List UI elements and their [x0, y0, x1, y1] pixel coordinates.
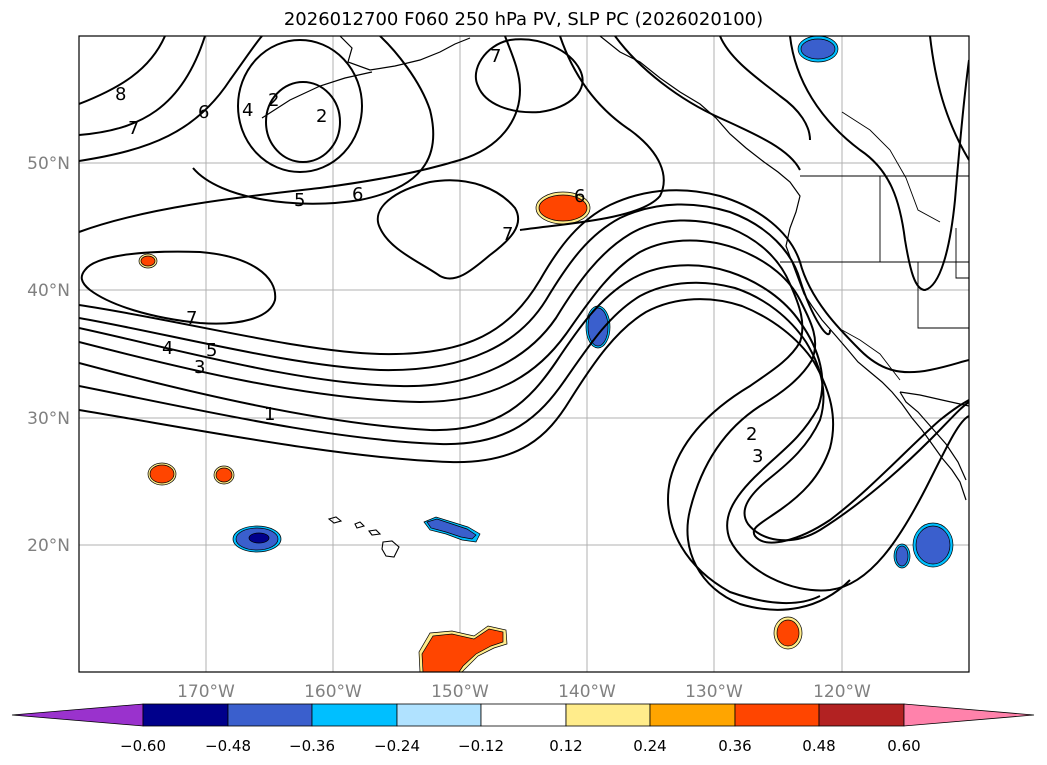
- colorbar-tick-labels: −0.60 −0.48 −0.36 −0.24 −0.12 0.12 0.24 …: [120, 737, 921, 755]
- contour-label-4: 4: [162, 338, 173, 359]
- colorbar-tick-label: 0.12: [549, 737, 582, 755]
- colorbar-tick-label: −0.12: [458, 737, 504, 755]
- colorbar-segment: [734, 703, 820, 727]
- colorbar-tick-label: −0.48: [205, 737, 251, 755]
- colorbar-segment: [649, 703, 736, 727]
- lon-tick-label: 140°W: [558, 682, 616, 702]
- contour-label-6: 6: [198, 102, 209, 123]
- lat-tick-label: 20°N: [27, 536, 70, 556]
- colorbar-segment: [818, 703, 905, 727]
- contour-label-7: 7: [128, 118, 139, 139]
- lon-tick-label: 160°W: [304, 682, 362, 702]
- hawaii-islands: [327, 516, 400, 558]
- colorbar-segment: [227, 703, 313, 727]
- lon-tick-label: 120°W: [813, 682, 871, 702]
- lat-tick-labels: 50°N 40°N 30°N 20°N: [27, 154, 70, 556]
- slp-contours: [79, 36, 969, 611]
- contour-label-7: 7: [490, 46, 501, 67]
- contour-label-8: 8: [115, 84, 126, 105]
- colorbar-segment: [903, 703, 1035, 727]
- colorbar-tick-label: −0.24: [374, 737, 420, 755]
- colorbar-tick-label: −0.60: [120, 737, 166, 755]
- coastline: [261, 36, 969, 501]
- contour-label-5: 5: [206, 340, 217, 361]
- colorbar: [11, 703, 1035, 727]
- colorbar-tick-label: −0.36: [289, 737, 335, 755]
- contour-label-4: 4: [242, 100, 253, 121]
- lat-tick-label: 40°N: [27, 281, 70, 301]
- lon-tick-label: 150°W: [431, 682, 489, 702]
- contour-label-6: 6: [574, 186, 585, 207]
- gridlines: [79, 36, 969, 672]
- contour-label-2: 2: [746, 424, 757, 445]
- borders: [780, 111, 969, 381]
- contour-label-6: 6: [352, 184, 363, 205]
- contour-label-7: 7: [502, 224, 513, 245]
- contour-label-7: 7: [186, 308, 197, 329]
- lon-tick-label: 130°W: [685, 682, 743, 702]
- contour-label-1: 1: [264, 404, 275, 425]
- colorbar-segment: [480, 703, 567, 727]
- lat-tick-label: 30°N: [27, 409, 70, 429]
- contour-label-2: 2: [268, 90, 279, 111]
- colorbar-tick-label: 0.60: [887, 737, 920, 755]
- colorbar-tick-label: 0.24: [633, 737, 666, 755]
- colorbar-tick-label: 0.36: [718, 737, 751, 755]
- map-title: 2026012700 F060 250 hPa PV, SLP PC (2026…: [283, 9, 764, 30]
- pv-negative-shading: [232, 36, 954, 569]
- contour-labels: 8 7 6 4 2 2 7 5 6 7 6 7 4 5 3 1 2 3: [115, 46, 763, 467]
- colorbar-segment: [396, 703, 482, 727]
- pv-positive-shading: [138, 191, 803, 672]
- colorbar-tick-label: 0.48: [802, 737, 835, 755]
- colorbar-segment: [142, 703, 229, 727]
- plot-frame: [78, 35, 970, 673]
- lat-tick-label: 50°N: [27, 154, 70, 174]
- colorbar-segment: [11, 703, 144, 727]
- contour-label-5: 5: [294, 190, 305, 211]
- lon-tick-labels: 170°W 160°W 150°W 140°W 130°W 120°W: [177, 682, 871, 702]
- lon-tick-label: 170°W: [177, 682, 235, 702]
- contour-label-3: 3: [194, 357, 205, 378]
- colorbar-segment: [565, 703, 651, 727]
- colorbar-segment: [311, 703, 398, 727]
- contour-label-2: 2: [316, 106, 327, 127]
- contour-label-3: 3: [752, 446, 763, 467]
